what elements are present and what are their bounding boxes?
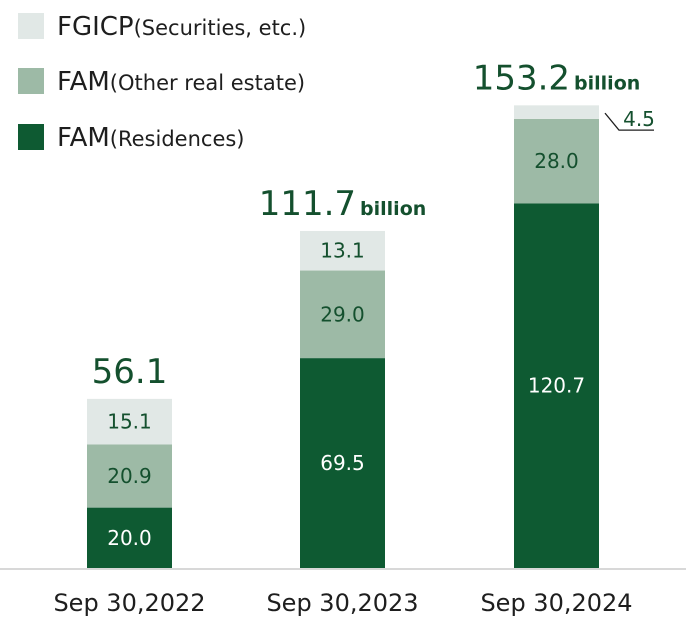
legend-swatch	[18, 13, 44, 39]
legend-swatch	[18, 124, 44, 150]
bar-value-label: 15.1	[107, 410, 152, 434]
legend-label: FAM(Residences)	[57, 123, 245, 153]
legend-name: FAM	[57, 67, 110, 97]
bar-segment	[87, 444, 172, 508]
bar-segment	[514, 105, 599, 119]
bar-stack: 20.0 20.9 15.1 56.1	[87, 352, 172, 568]
legend-name: FGICP	[57, 12, 134, 42]
total-label: 56.1	[92, 352, 168, 392]
legend-note: (Other real estate)	[110, 71, 305, 95]
bar-segment	[514, 118, 599, 204]
bar-value-label: 69.5	[320, 451, 365, 475]
bar-stack: 120.7 28.0 4.5 153.2 billion	[473, 58, 655, 568]
x-tick-label: Sep 30,2024	[480, 589, 632, 617]
bar-value-label: 29.0	[320, 302, 365, 326]
bar-value-label: 20.9	[107, 464, 152, 488]
x-axis-tick-labels: Sep 30,2022 Sep 30,2023 Sep 30,2024	[53, 589, 632, 617]
bar-segment	[514, 203, 599, 568]
total-value: 111.7	[259, 184, 356, 224]
legend-name: FAM	[57, 123, 110, 153]
bar-segment	[300, 270, 385, 359]
legend-note: (Securities, etc.)	[134, 16, 307, 40]
total-value: 56.1	[92, 352, 168, 392]
legend-label: FGICP(Securities, etc.)	[57, 12, 306, 42]
legend-label: FAM(Other real estate)	[57, 67, 305, 97]
bar-segment	[300, 358, 385, 568]
legend: FGICP(Securities, etc.)FAM(Other real es…	[18, 12, 306, 153]
callout-leader-line	[604, 112, 654, 131]
total-unit: billion	[574, 72, 640, 94]
bar-value-label: 28.0	[534, 149, 579, 173]
legend-swatch	[18, 68, 44, 94]
bar-segment	[300, 230, 385, 271]
bar-value-label: 20.0	[107, 526, 152, 550]
bar-stack: 69.5 29.0 13.1 111.7 billion	[259, 184, 427, 568]
bar-value-label: 4.5	[623, 107, 655, 131]
x-tick-label: Sep 30,2022	[53, 589, 205, 617]
bar-segment	[87, 398, 172, 445]
x-tick-label: Sep 30,2023	[266, 589, 418, 617]
bar-segment	[87, 507, 172, 568]
bar-value-label: 13.1	[320, 239, 365, 263]
legend-note: (Residences)	[110, 127, 245, 151]
total-label: 111.7 billion	[259, 184, 427, 224]
bar-value-label: 120.7	[528, 374, 585, 398]
total-value: 153.2	[473, 58, 570, 98]
total-label: 153.2 billion	[473, 58, 641, 98]
total-unit: billion	[360, 198, 426, 220]
